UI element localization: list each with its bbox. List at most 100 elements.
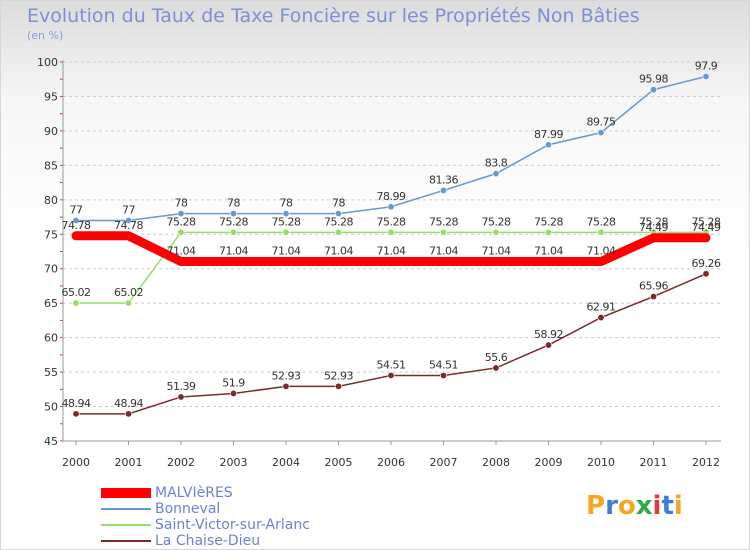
- data-label: 78: [280, 197, 293, 210]
- legend-swatch-la-chaise-dieu: [101, 540, 151, 542]
- x-tick-label: 2012: [692, 456, 720, 469]
- data-label: 54.51: [429, 358, 458, 371]
- series-layer: [71, 72, 711, 418]
- y-tick-label: 65: [44, 297, 58, 310]
- y-tick-label: 85: [44, 159, 58, 172]
- data-point: [439, 228, 447, 236]
- data-label: 48.94: [62, 397, 91, 410]
- data-point: [597, 314, 605, 322]
- data-label: 75.28: [639, 215, 668, 228]
- data-label: 71.04: [272, 245, 301, 258]
- data-label: 75.28: [429, 215, 458, 228]
- data-point: [439, 371, 447, 379]
- data-label: 75.28: [377, 215, 406, 228]
- data-point: [282, 210, 290, 218]
- y-tick-label: 50: [44, 401, 58, 414]
- x-tick-label: 2001: [115, 456, 143, 469]
- legend-swatch-bonneval: [101, 508, 151, 510]
- y-tick-label: 75: [44, 228, 58, 241]
- x-tick-label: 2009: [535, 456, 563, 469]
- x-tick-label: 2000: [62, 456, 90, 469]
- logo-letter: r: [605, 491, 618, 521]
- data-label: 71.04: [324, 245, 353, 258]
- data-label: 71.04: [429, 245, 458, 258]
- x-tick-label: 2006: [377, 456, 405, 469]
- data-label: 75.28: [482, 215, 511, 228]
- x-tick-label: 2004: [272, 456, 300, 469]
- chart-title: Evolution du Taux de Taxe Foncière sur l…: [27, 5, 640, 27]
- data-point: [282, 228, 290, 236]
- y-tick-label: 95: [44, 90, 58, 103]
- data-point: [544, 141, 552, 149]
- data-label: 78.99: [377, 190, 406, 203]
- data-label: 65.02: [62, 286, 91, 299]
- legend-label-saint-victor: Saint-Victor-sur-Arlanc: [155, 517, 310, 533]
- y-tick-label: 55: [44, 366, 58, 379]
- data-point: [597, 228, 605, 236]
- legend-swatch-malvieres: [101, 488, 151, 498]
- data-label: 51.39: [167, 380, 196, 393]
- x-tick-label: 2010: [587, 456, 615, 469]
- data-label: 77: [70, 203, 83, 216]
- data-label: 55.6: [485, 351, 508, 364]
- data-point: [177, 228, 185, 236]
- data-label: 75.28: [692, 215, 721, 228]
- y-tick-label: 70: [44, 263, 58, 276]
- data-label: 95.98: [639, 73, 668, 86]
- data-label: 77: [122, 203, 135, 216]
- data-point: [649, 293, 657, 301]
- data-label: 74.78: [62, 219, 91, 232]
- y-tick-label: 45: [44, 435, 58, 448]
- legend-item-saint-victor: Saint-Victor-sur-Arlanc: [101, 517, 310, 533]
- legend-item-bonneval: Bonneval: [101, 501, 310, 517]
- data-label: 65.02: [114, 286, 143, 299]
- x-tick-label: 2007: [430, 456, 458, 469]
- data-label: 81.36: [429, 173, 458, 186]
- data-label: 75.28: [272, 215, 301, 228]
- data-label: 54.51: [377, 358, 406, 371]
- data-label: 71.04: [587, 245, 616, 258]
- data-point: [702, 270, 710, 278]
- data-label: 65.96: [639, 280, 668, 293]
- y-tick-label: 90: [44, 125, 58, 138]
- data-point: [702, 72, 710, 80]
- y-tick-label: 60: [44, 332, 58, 345]
- data-point: [230, 228, 238, 236]
- data-point: [492, 170, 500, 178]
- x-tick-label: 2003: [220, 456, 248, 469]
- data-point: [72, 410, 80, 418]
- y-tick-label: 80: [44, 194, 58, 207]
- grid: [63, 61, 721, 442]
- data-point: [177, 393, 185, 401]
- data-label: 75.28: [219, 215, 248, 228]
- data-label: 75.28: [324, 215, 353, 228]
- proxiti-logo: Proxiti: [586, 491, 683, 521]
- data-point: [544, 341, 552, 349]
- data-label: 69.26: [692, 257, 721, 270]
- data-point: [492, 228, 500, 236]
- legend-item-malvieres: MALVIèRES: [101, 485, 310, 501]
- legend-label-bonneval: Bonneval: [155, 501, 221, 517]
- x-tick-label: 2011: [640, 456, 668, 469]
- axes: 45 50 55 60 65 70 75 80 85 90 95 100 2000 2001 2002 200…: [37, 56, 721, 469]
- legend: MALVIèRES Bonneval Saint-Victor-sur-Arla…: [101, 485, 310, 549]
- data-label: 71.04: [219, 245, 248, 258]
- data-point: [544, 228, 552, 236]
- series-line-malvieres: [71, 231, 711, 267]
- data-label: 75.28: [534, 215, 563, 228]
- legend-label-malvieres: MALVIèRES: [155, 485, 233, 501]
- data-point: [72, 299, 80, 307]
- x-tick-label: 2008: [482, 456, 510, 469]
- data-point: [125, 216, 133, 224]
- data-point: [439, 186, 447, 194]
- data-label: 78: [227, 197, 240, 210]
- y-tick-label: 100: [37, 56, 58, 69]
- data-label: 74.49: [692, 221, 721, 234]
- data-label: 78: [332, 197, 345, 210]
- logo-letter: x: [635, 491, 653, 521]
- data-point: [72, 216, 80, 224]
- data-label: 71.04: [167, 245, 196, 258]
- data-point: [492, 364, 500, 372]
